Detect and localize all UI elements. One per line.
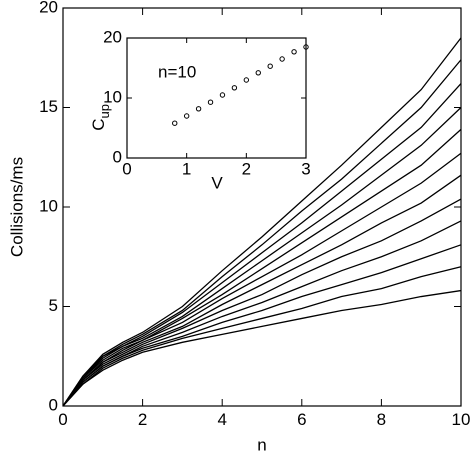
point	[231, 85, 238, 91]
point	[303, 44, 309, 50]
point	[291, 49, 297, 55]
inset-x-axis-label: V	[211, 173, 223, 192]
curve	[62, 59, 462, 407]
y-tick-label: 15	[39, 97, 58, 116]
y-tick-label: 10	[39, 196, 58, 215]
y-tick-label: 10	[103, 87, 122, 106]
y-tick-label: 20	[39, 0, 58, 16]
point	[219, 92, 226, 98]
y-tick-label: 0	[113, 147, 122, 166]
inset-y-label-sub: up	[97, 104, 112, 118]
curve	[62, 128, 462, 407]
point	[255, 70, 261, 76]
curve	[62, 220, 462, 407]
inset-y-axis-label: Cup	[89, 104, 112, 131]
x-tick-label: 1	[182, 159, 191, 178]
y-axis-label: Collisions/ms	[7, 157, 26, 257]
x-tick-label: 10	[452, 410, 471, 429]
x-tick-label: 6	[297, 410, 306, 429]
point	[195, 106, 202, 112]
curve	[62, 107, 462, 407]
inset-frame	[126, 37, 307, 159]
inset-annotation: n=10	[158, 62, 196, 81]
point	[183, 113, 190, 119]
y-tick-label: 5	[49, 296, 58, 315]
x-tick-label: 0	[58, 410, 67, 429]
x-tick-label: 4	[217, 410, 226, 429]
curve	[62, 198, 462, 407]
y-tick-label: 0	[49, 395, 58, 414]
point	[279, 56, 285, 62]
inset-y-label-main: C	[89, 118, 108, 130]
x-axis-label: n	[257, 435, 266, 454]
curve	[62, 266, 462, 407]
curve	[62, 37, 462, 407]
x-tick-label: 2	[138, 410, 147, 429]
x-tick-label: 8	[377, 410, 386, 429]
y-tick-label: 20	[103, 27, 122, 46]
point	[267, 63, 273, 69]
x-tick-label: 3	[301, 159, 310, 178]
point	[207, 99, 214, 105]
x-tick-label: 2	[242, 159, 251, 178]
point	[172, 120, 178, 126]
curve	[62, 152, 462, 407]
curve	[62, 289, 462, 407]
x-tick-label: 0	[122, 159, 131, 178]
point	[243, 77, 250, 83]
